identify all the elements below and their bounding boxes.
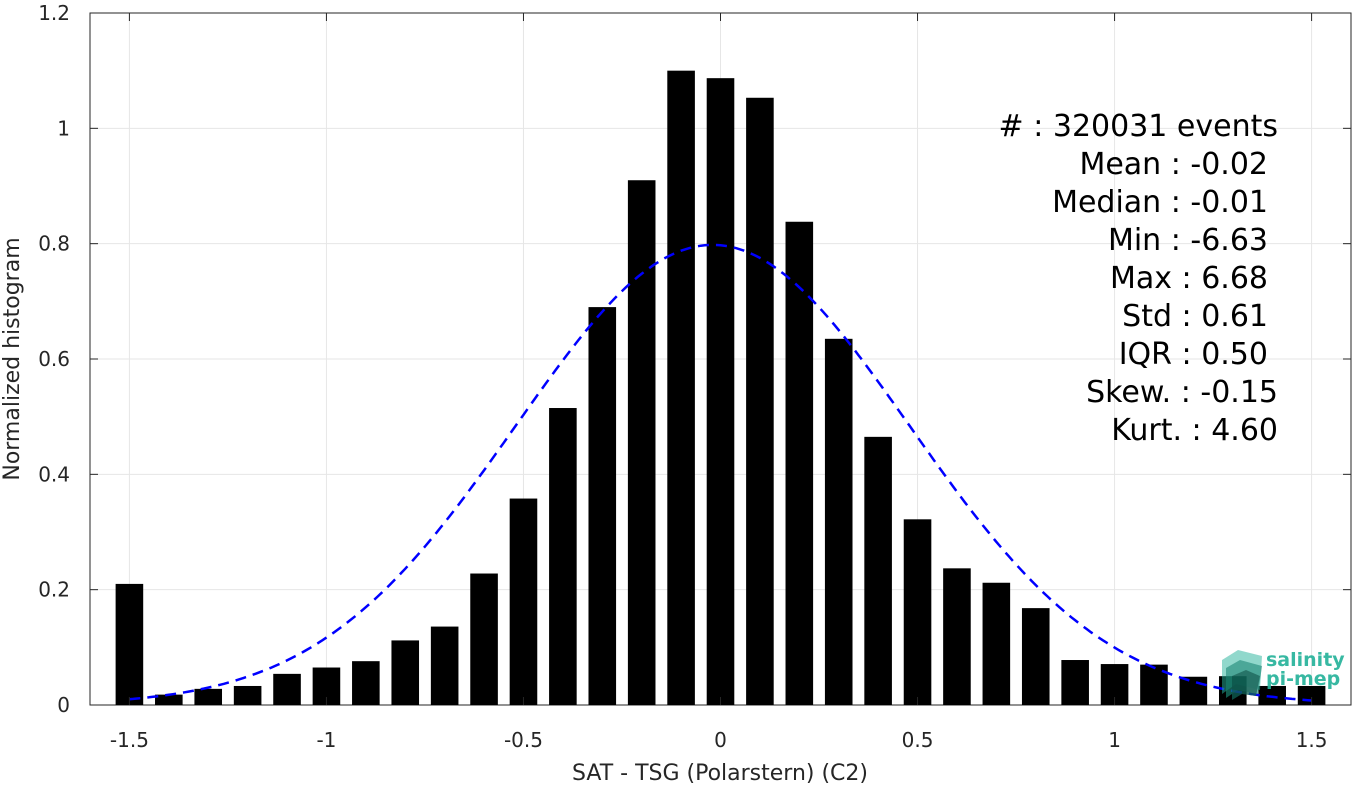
stats-max: Max : 6.68 (1110, 261, 1268, 296)
histogram-bars (115, 70, 1326, 705)
logo-line2: pi-mep (1266, 668, 1340, 690)
x-tick-label: -1 (316, 728, 336, 752)
salinity-pi-mep-logo: salinity pi-mep (1222, 649, 1345, 700)
histogram-bar (824, 338, 853, 705)
x-axis-ticks: -1.5 -1 -0.5 0 0.5 1 1.5 (110, 13, 1328, 752)
histogram-bar (903, 519, 932, 705)
histogram-bar (746, 97, 774, 705)
x-axis-label: SAT - TSG (Polarstern) (C2) (572, 761, 868, 785)
x-tick-label: 1.5 (1296, 728, 1328, 752)
stats-mean: Mean : -0.02 (1079, 147, 1268, 182)
stats-iqr: IQR : 0.50 (1119, 337, 1268, 372)
histogram-bar (391, 640, 420, 705)
histogram-bar (627, 180, 656, 705)
histogram-bar (115, 583, 144, 705)
histogram-bar (549, 408, 577, 705)
histogram-bar (470, 573, 498, 705)
stats-count: # : 320031 events (999, 109, 1278, 144)
y-tick-label: 1 (57, 116, 70, 140)
stats-kurt: Kurt. : 4.60 (1111, 413, 1278, 448)
x-tick-label: -0.5 (504, 728, 543, 752)
y-tick-label: 0 (57, 693, 70, 717)
histogram-bar (1258, 685, 1286, 705)
histogram-bar (785, 221, 814, 705)
histogram-bar (1061, 660, 1089, 705)
logo-line1: salinity (1266, 649, 1345, 671)
histogram-bar (509, 498, 538, 705)
histogram-bar (155, 694, 183, 705)
histogram-bar (864, 436, 892, 705)
x-tick-label: 1 (1108, 728, 1121, 752)
logo-wave-icon (1222, 650, 1262, 700)
y-tick-label: 0.8 (38, 232, 70, 256)
histogram-bar (352, 661, 380, 705)
stats-box: # : 320031 events Mean : -0.02 Median : … (999, 109, 1278, 448)
y-tick-label: 0.6 (38, 347, 70, 371)
histogram-bar (588, 307, 617, 705)
stats-skew: Skew. : -0.15 (1086, 375, 1278, 410)
y-tick-label: 1.2 (38, 1, 70, 25)
histogram-bar (233, 685, 262, 705)
normal-fit-curve (129, 243, 1312, 702)
x-tick-label: -1.5 (110, 728, 149, 752)
histogram-bar (982, 582, 1011, 705)
stats-std: Std : 0.61 (1122, 299, 1268, 334)
x-tick-label: 0 (714, 728, 727, 752)
histogram-bar (667, 70, 695, 705)
y-tick-label: 0.2 (38, 578, 70, 602)
histogram-bar (706, 78, 735, 705)
histogram-bar (943, 568, 971, 705)
y-axis-label: Normalized histogram (0, 237, 25, 480)
histogram-bar (273, 673, 301, 705)
histogram-bar (1021, 608, 1050, 705)
y-axis-ticks: 0 0.2 0.4 0.6 0.8 1 1.2 (38, 1, 1351, 717)
stats-median: Median : -0.01 (1052, 185, 1268, 220)
histogram-bar (430, 626, 459, 705)
histogram-bar (1179, 676, 1208, 705)
histogram-bar (194, 688, 223, 705)
x-tick-label: 0.5 (902, 728, 934, 752)
stats-min: Min : -6.63 (1108, 223, 1268, 258)
y-tick-label: 0.4 (38, 462, 70, 486)
